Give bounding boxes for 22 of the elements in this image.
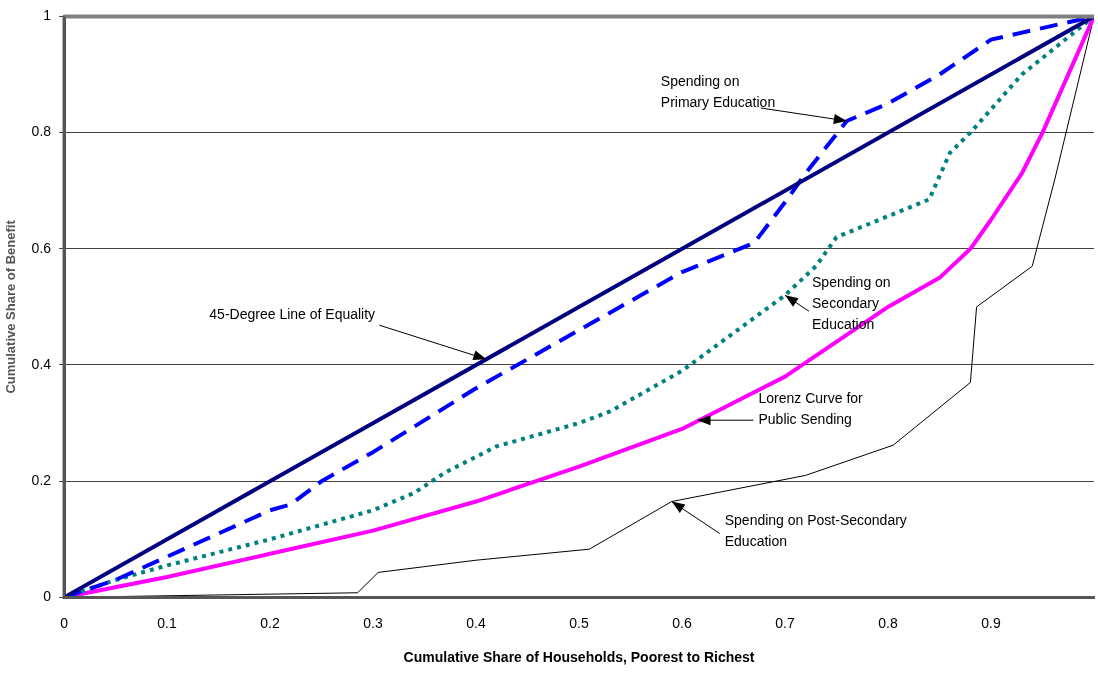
y-tick-label: 0.8 bbox=[31, 123, 52, 140]
x-tick-label: 0.4 bbox=[466, 614, 486, 631]
x-tick-label: 0.7 bbox=[775, 614, 795, 631]
x-tick-label: 0.5 bbox=[569, 614, 589, 631]
x-tick-label: 0.1 bbox=[157, 614, 177, 631]
y-tick-label: 0.4 bbox=[31, 355, 52, 372]
x-tick-label: 0.8 bbox=[878, 614, 898, 631]
y-tick-label: 0.2 bbox=[31, 472, 52, 489]
y-tick-label: 0 bbox=[43, 588, 52, 605]
x-tick-label: 0.3 bbox=[363, 614, 383, 631]
y-tick-label: 1 bbox=[43, 7, 52, 24]
x-tick-label: 0.6 bbox=[672, 614, 692, 631]
x-tick-label: 0.9 bbox=[981, 614, 1001, 631]
x-tick-label: 0.2 bbox=[260, 614, 280, 631]
annotation: Lorenz Curve for Public Sending bbox=[758, 390, 864, 428]
y-tick-label: 0.6 bbox=[31, 239, 52, 256]
y-axis-title: Cumulative Share of Benefit bbox=[3, 219, 19, 394]
x-axis-title: Cumulative Share of Households, Poorest to Richest bbox=[403, 649, 755, 666]
annotation: Spending on Post-Secondary Education bbox=[724, 512, 907, 550]
annotation: Spending on Primary Education bbox=[660, 72, 776, 110]
annotation: 45-Degree Line of Equality bbox=[209, 306, 376, 323]
x-tick-label: 0 bbox=[60, 614, 69, 631]
